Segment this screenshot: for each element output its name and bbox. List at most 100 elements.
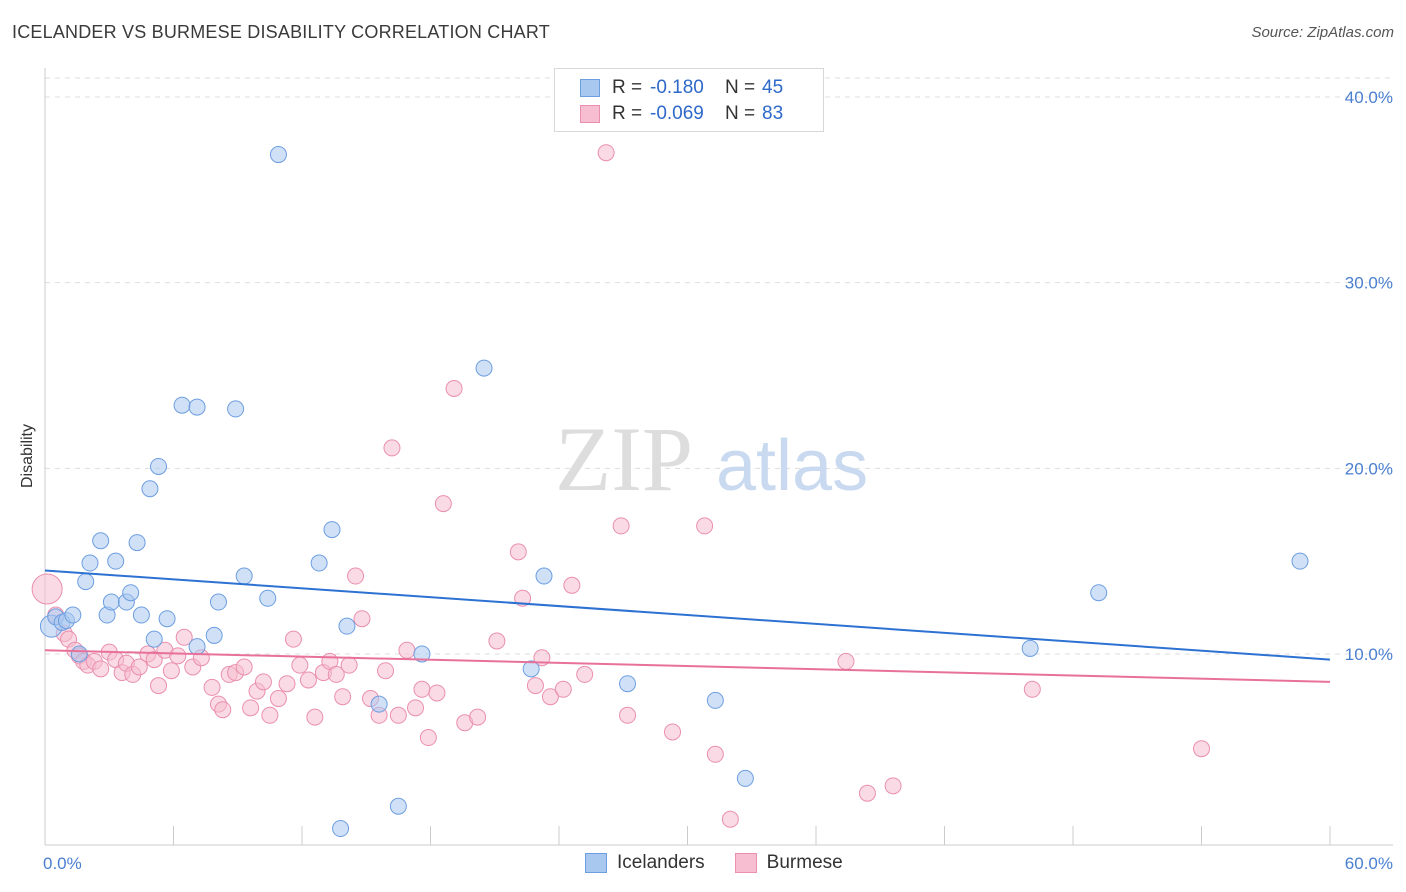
- icelanders-point: [70, 645, 88, 663]
- burmese-point: [434, 495, 452, 513]
- burmese-point: [445, 379, 463, 397]
- y-tick-label: 40.0%: [1345, 88, 1393, 107]
- burmese-point: [31, 573, 63, 605]
- burmese-point: [858, 784, 876, 802]
- burmese-point: [130, 658, 148, 676]
- series-legend: Icelanders Burmese: [585, 852, 873, 874]
- icelanders-point: [332, 820, 350, 838]
- burmese-point: [203, 678, 221, 696]
- axes: [44, 68, 1393, 846]
- burmese-point: [837, 652, 855, 670]
- burmese-point: [383, 439, 401, 457]
- burmese-point: [278, 675, 296, 693]
- burmese-point: [554, 680, 572, 698]
- watermark-atlas: atlas: [716, 426, 868, 506]
- burmese-point: [269, 690, 287, 708]
- burmese-point: [327, 665, 345, 683]
- legend-n-value: 83: [762, 102, 784, 124]
- burmese-point: [541, 688, 559, 706]
- legend-item-burmese: Burmese: [734, 852, 843, 874]
- icelanders-point: [706, 691, 724, 709]
- correlation-legend: R = -0.180 N = 45 R = -0.069 N = 83: [554, 68, 824, 132]
- burmese-point: [696, 517, 714, 535]
- burmese-point: [340, 656, 358, 674]
- burmese-point: [242, 699, 260, 717]
- burmese-point: [526, 677, 544, 695]
- burmese-point: [1193, 740, 1210, 758]
- burmese-point: [353, 610, 371, 628]
- icelanders-trend-line: [44, 569, 1331, 661]
- burmese-point: [509, 543, 527, 561]
- burmese-point: [254, 673, 272, 691]
- icelanders-point: [107, 552, 125, 570]
- burmese-point: [1023, 680, 1041, 698]
- icelanders-point: [235, 567, 253, 585]
- icelanders-point: [736, 769, 754, 787]
- burmese-point: [407, 699, 425, 717]
- legend-r-value: -0.180: [650, 76, 704, 98]
- icelanders-point: [310, 554, 328, 572]
- icelanders-point: [92, 532, 110, 550]
- icelanders-point: [158, 610, 176, 628]
- burmese-point: [169, 647, 187, 665]
- burmese-point: [162, 662, 180, 680]
- icelanders-series: [39, 146, 1309, 838]
- icelanders-point: [323, 521, 341, 539]
- burmese-point: [214, 701, 232, 719]
- icelanders-point: [619, 675, 637, 693]
- legend-label-icelanders: Icelanders: [617, 852, 705, 873]
- icelanders-point: [102, 593, 120, 611]
- icelanders-point: [64, 606, 82, 624]
- burmese-point: [612, 517, 630, 535]
- burmese-point: [597, 144, 615, 162]
- source-note: Source: ZipAtlas.com: [1251, 24, 1394, 41]
- burmese-point: [299, 671, 317, 689]
- burmese-point: [389, 706, 407, 724]
- burmese-point: [469, 708, 487, 726]
- icelanders-point: [209, 593, 227, 611]
- legend-n-value: 45: [762, 76, 784, 98]
- legend-swatch-pink: [580, 104, 600, 123]
- icelanders-point: [259, 589, 277, 607]
- icelanders-point: [338, 617, 356, 635]
- icelanders-point: [1291, 552, 1309, 570]
- burmese-point: [235, 658, 253, 676]
- legend-n-label: N =: [725, 76, 756, 98]
- burmese-point: [428, 684, 446, 702]
- legend-swatch-icelanders: [585, 853, 607, 873]
- y-tick-label: 10.0%: [1345, 645, 1393, 664]
- icelanders-point: [132, 606, 150, 624]
- burmese-point: [92, 660, 110, 678]
- burmese-point: [664, 723, 682, 741]
- burmese-point: [175, 628, 193, 646]
- burmese-point: [721, 810, 739, 828]
- icelanders-point: [77, 573, 95, 591]
- icelanders-point: [535, 567, 553, 585]
- burmese-trend-line: [44, 649, 1331, 683]
- burmese-point: [145, 651, 163, 669]
- burmese-point: [413, 680, 431, 698]
- legend-swatch-blue: [580, 78, 600, 97]
- icelanders-point: [188, 398, 206, 416]
- burmese-point: [706, 745, 724, 763]
- burmese-point: [291, 656, 309, 674]
- legend-label-burmese: Burmese: [766, 852, 843, 873]
- burmese-point: [419, 729, 437, 747]
- icelanders-point: [128, 534, 146, 552]
- watermark-zip: ZIP: [555, 408, 693, 510]
- burmese-point: [334, 688, 352, 706]
- legend-row-burmese: R = -0.069 N = 83: [555, 100, 783, 127]
- icelanders-point: [141, 480, 159, 498]
- icelanders-point: [122, 584, 140, 602]
- icelanders-point: [269, 146, 287, 164]
- legend-swatch-burmese: [734, 853, 757, 873]
- burmese-point: [284, 630, 302, 648]
- legend-r-label: R =: [612, 102, 643, 124]
- icelanders-point: [1021, 639, 1039, 657]
- icelanders-point: [370, 695, 388, 713]
- icelanders-point: [227, 400, 245, 418]
- burmese-point: [306, 708, 324, 726]
- tick-labels: 10.0% 20.0% 30.0% 40.0% 0.0% 60.0%: [43, 88, 1393, 873]
- icelanders-point: [145, 630, 163, 648]
